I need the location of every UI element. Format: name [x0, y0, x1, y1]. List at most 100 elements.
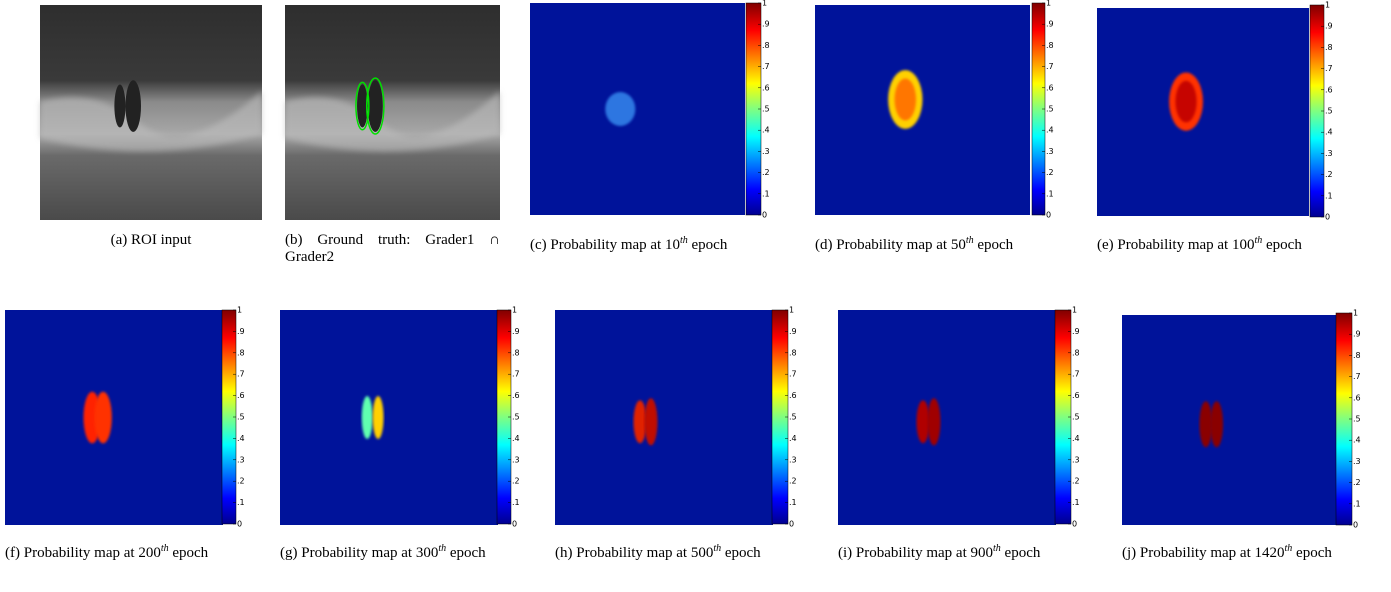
colorbar-tick-label: 0	[1046, 211, 1051, 220]
caption-label: (d)	[815, 237, 833, 253]
caption-tail: epoch	[724, 545, 761, 561]
epoch-number: 200	[138, 545, 161, 561]
colorbar-tick-label: .8	[512, 348, 520, 357]
epoch-number: 10	[664, 237, 680, 253]
colorbar-tick-label: .9	[1046, 20, 1054, 29]
colorbar: 0 .1 .2 .3 .4 .5 .6 .7 .8 .9 1	[496, 306, 520, 529]
epoch-suffix: th	[713, 543, 722, 554]
colorbar-tick-label: .4	[237, 434, 245, 443]
epoch-number: 300	[415, 545, 439, 561]
colorbar-tick-label: 1	[789, 306, 794, 315]
caption-tail: epoch	[1266, 237, 1302, 253]
epoch-number: 1420	[1254, 545, 1285, 561]
panel-image	[285, 5, 500, 220]
heatmap-blob	[1210, 401, 1224, 448]
heatmap-blob	[372, 396, 384, 439]
caption: (i) Probability map at 900th epoch	[838, 540, 1090, 562]
colorbar-tick-label: .8	[1072, 348, 1080, 357]
colorbar-tick-label: .4	[1046, 126, 1054, 135]
colorbar-tick-label: .2	[512, 477, 520, 486]
colorbar-tick-label: .9	[1072, 327, 1080, 336]
retina-layer	[40, 91, 262, 152]
colorbar-tick-label: 1	[762, 0, 767, 8]
panel-image	[1097, 8, 1309, 216]
epoch-suffix: th	[1254, 235, 1263, 246]
colorbar-tick-label: .2	[1325, 170, 1333, 179]
heatmap-blob	[1199, 401, 1213, 448]
colorbar-tick-label: 1	[1353, 309, 1358, 318]
cyst	[114, 84, 126, 128]
epoch-number: 500	[690, 545, 714, 561]
caption-epoch: 900th	[970, 543, 1001, 561]
epoch-suffix: th	[438, 543, 447, 554]
colorbar-tick-label: .2	[762, 168, 770, 177]
caption-epoch: 10th	[664, 235, 688, 253]
caption: (j) Probability map at 1420th epoch	[1122, 540, 1370, 562]
heatmap-blob	[605, 92, 636, 126]
colorbar-tick-label: 0	[1325, 213, 1330, 222]
epoch-number: 900	[970, 545, 994, 561]
colorbar-tick-label: 1	[237, 306, 242, 315]
caption: (b) Ground truth: Grader1 ∩ Grader2	[285, 232, 500, 266]
heatmap-background	[1122, 315, 1337, 525]
colorbar-tick-label: .2	[789, 477, 797, 486]
epoch-suffix: th	[993, 543, 1001, 554]
heatmap-blob	[1175, 80, 1197, 123]
caption-tail: epoch	[1004, 545, 1041, 561]
caption-epoch: 200th	[138, 543, 169, 561]
epoch-suffix: th	[965, 235, 974, 246]
caption-label: (j)	[1122, 545, 1137, 561]
caption: (h) Probability map at 500th epoch	[555, 540, 805, 562]
colorbar-tick-label: .4	[512, 434, 520, 443]
colorbar-tick-label: .6	[1072, 391, 1080, 400]
colorbar-tick-label: .7	[762, 62, 770, 71]
caption-text: Probability map at	[836, 237, 948, 253]
caption-text: Probability map at	[1139, 545, 1251, 561]
colorbar-tick-label: .5	[237, 413, 245, 422]
colorbar-tick-label: .5	[762, 105, 770, 114]
cyst	[125, 80, 142, 132]
colorbar-tick-label: .9	[237, 327, 245, 336]
colorbar-tick-label: .1	[512, 498, 520, 507]
epoch-suffix: th	[679, 235, 688, 246]
colorbar-tick-label: .3	[1046, 147, 1054, 156]
colorbar-tick-label: .6	[1046, 83, 1054, 92]
colorbar-tick-label: 1	[1072, 306, 1077, 315]
colorbar-tick-label: .5	[1325, 107, 1333, 116]
caption-text: Probability map at	[301, 545, 413, 561]
caption: (d) Probability map at 50th epoch	[815, 232, 1065, 254]
caption-text: Probability map at	[550, 237, 662, 253]
colorbar-tick-label: .3	[1325, 149, 1333, 158]
colorbar-tick-label: .1	[237, 498, 245, 507]
colorbar-tick-label: .2	[237, 477, 245, 486]
caption-text: Probability map at	[576, 545, 688, 561]
colorbar-tick-label: .4	[762, 126, 770, 135]
caption-text: ROI input	[130, 232, 192, 248]
colorbar: 0 .1 .2 .3 .4 .5 .6 .7 .8 .9 1	[1031, 0, 1054, 220]
caption-text: Probability map at	[1117, 237, 1229, 253]
colorbar-tick-label: .1	[1353, 499, 1361, 508]
colorbar-tick-label: .3	[237, 455, 245, 464]
colorbar: 0 .1 .2 .3 .4 .5 .6 .7 .8 .9 1	[745, 0, 770, 220]
epoch-suffix: th	[160, 543, 169, 554]
cyst	[367, 80, 383, 132]
caption-label: (g)	[280, 545, 298, 561]
colorbar-tick-label: .7	[1046, 62, 1054, 71]
caption-epoch: 1420th	[1254, 543, 1293, 561]
caption-label: (h)	[555, 545, 573, 561]
panel-image	[815, 5, 1030, 215]
colorbar-tick-label: 0	[1072, 520, 1077, 529]
heatmap-blob	[894, 78, 917, 121]
heatmap-blob	[361, 396, 373, 439]
colorbar-tick-label: .8	[762, 41, 770, 50]
colorbar-tick-label: .3	[512, 455, 520, 464]
colorbar-tick-label: .5	[1046, 105, 1054, 114]
gt-contour	[355, 81, 370, 131]
panel-image	[555, 310, 773, 525]
retina-layer	[285, 91, 500, 152]
colorbar-tick-label: .6	[1325, 85, 1333, 94]
colorbar-tick-label: .8	[1353, 351, 1361, 360]
epoch-number: 100	[1231, 237, 1255, 253]
colorbar-tick-label: .4	[789, 434, 797, 443]
colorbar-tick-label: .3	[1072, 455, 1080, 464]
